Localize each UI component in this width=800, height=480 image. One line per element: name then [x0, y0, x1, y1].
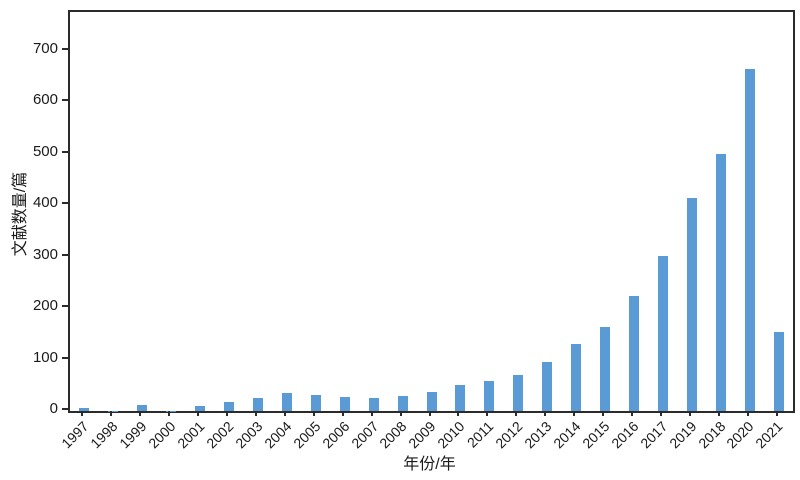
x-tick-mark	[226, 411, 229, 416]
x-tick-label: 2009	[405, 418, 439, 452]
x-tick-label: 2020	[723, 418, 757, 452]
x-tick-mark	[254, 411, 257, 416]
x-tick-mark	[283, 411, 286, 416]
x-tick-label: 2012	[492, 418, 526, 452]
bar-2018	[715, 154, 726, 411]
x-tick-label: 2005	[289, 418, 324, 452]
bar-2013	[542, 362, 553, 411]
x-tick-mark	[746, 411, 749, 416]
x-tick-label: 2008	[376, 418, 410, 452]
bar-2001	[195, 406, 206, 411]
x-tick-label: 2010	[434, 418, 468, 452]
x-tick-mark	[602, 411, 605, 416]
y-tick-mark	[62, 202, 68, 205]
y-tick-mark	[62, 47, 68, 50]
x-tick-mark	[139, 411, 142, 416]
y-tick-mark	[62, 356, 68, 359]
y-tick-mark	[62, 99, 68, 102]
x-tick-label: 2002	[203, 418, 237, 452]
bar-2002	[224, 402, 235, 411]
x-tick-mark	[457, 411, 460, 416]
y-tick-label: 200	[32, 297, 58, 315]
bar-2005	[310, 394, 321, 411]
x-tick-label: 2006	[318, 418, 353, 452]
x-tick-label: 2001	[174, 418, 208, 452]
y-tick-mark	[62, 305, 68, 308]
y-tick-label: 300	[32, 245, 58, 263]
bar-2007	[368, 397, 379, 411]
x-tick-mark	[110, 411, 113, 416]
bar-2014	[571, 343, 582, 411]
bar-2017	[657, 255, 668, 411]
y-tick-label: 700	[32, 39, 58, 57]
x-tick-mark	[717, 411, 720, 416]
x-tick-mark	[370, 411, 373, 416]
x-tick-label: 2013	[521, 418, 555, 452]
bar-2008	[397, 396, 408, 411]
y-tick-label: 500	[32, 142, 58, 160]
bar-2000	[166, 410, 177, 411]
y-tick-mark	[62, 253, 68, 256]
x-tick-mark	[312, 411, 315, 416]
x-tick-label: 2017	[636, 418, 671, 452]
bar-2010	[455, 385, 466, 411]
x-tick-mark	[775, 411, 778, 416]
x-tick-mark	[197, 411, 200, 416]
plot-area	[68, 10, 795, 413]
y-tick-label: 0	[49, 400, 58, 417]
y-tick-mark	[62, 150, 68, 153]
x-tick-label: 2011	[464, 418, 497, 451]
x-tick-mark	[573, 411, 576, 416]
x-tick-label: 2014	[550, 418, 584, 452]
bar-2009	[426, 391, 437, 411]
x-tick-label: 1998	[87, 418, 121, 452]
x-tick-mark	[428, 411, 431, 416]
bar-1997	[79, 408, 90, 411]
x-tick-label: 2019	[665, 418, 700, 452]
bar-2021	[773, 332, 784, 411]
bar-2020	[744, 68, 755, 411]
x-tick-label: 2015	[578, 418, 613, 452]
x-tick-mark	[544, 411, 547, 416]
x-tick-label: 2004	[260, 418, 295, 452]
x-tick-mark	[168, 411, 171, 416]
bar-2011	[484, 380, 495, 411]
y-tick-label: 400	[32, 194, 58, 212]
x-tick-label: 2000	[145, 418, 179, 452]
x-tick-mark	[630, 411, 633, 416]
x-tick-mark	[341, 411, 344, 416]
x-tick-mark	[659, 411, 662, 416]
bar-2006	[339, 396, 350, 411]
bar-2019	[686, 198, 697, 411]
bar-2016	[628, 296, 639, 411]
y-tick-mark	[62, 408, 68, 410]
x-tick-label: 2007	[347, 418, 381, 452]
x-tick-mark	[515, 411, 518, 416]
x-tick-mark	[688, 411, 691, 416]
bar-2003	[252, 398, 263, 411]
bar-1999	[137, 405, 148, 411]
bar-2004	[281, 392, 292, 411]
x-tick-label: 2018	[694, 418, 729, 452]
x-tick-label: 2016	[607, 418, 642, 452]
x-tick-mark	[486, 411, 489, 416]
y-tick-label: 600	[32, 91, 58, 109]
x-tick-label: 2003	[231, 418, 266, 452]
x-tick-label: 2021	[752, 418, 786, 452]
bar-2015	[600, 327, 611, 411]
y-tick-label: 100	[32, 348, 58, 366]
bar-1998	[108, 410, 119, 411]
x-tick-label: 1997	[58, 418, 92, 452]
x-tick-label: 1999	[116, 418, 150, 452]
bar-2012	[513, 374, 524, 411]
x-tick-mark	[399, 411, 402, 416]
x-axis-title: 年份/年	[403, 456, 456, 473]
x-tick-mark	[81, 411, 84, 416]
